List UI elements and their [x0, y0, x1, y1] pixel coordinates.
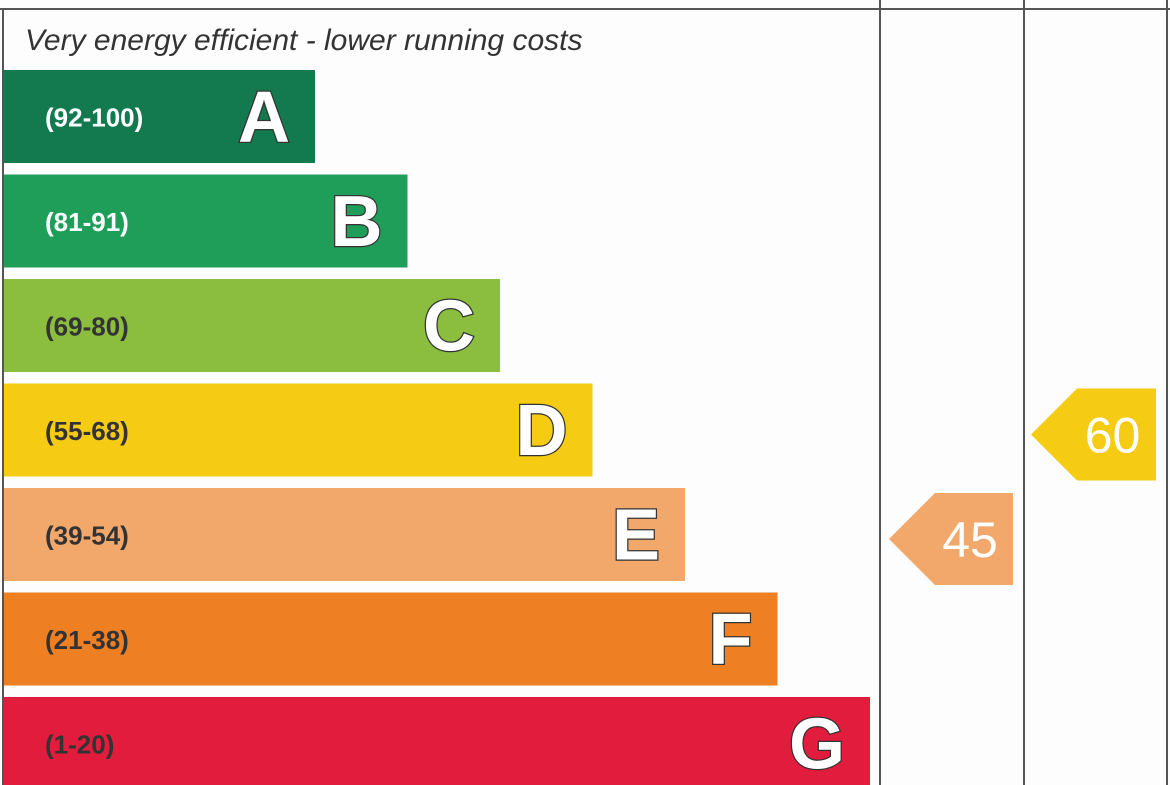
band-e-range: (39-54): [45, 521, 129, 551]
bands: (92-100) A (81-91) B (69-80) C (55-68) D (39-54)…: [4, 70, 870, 785]
rating-current-value: 45: [942, 512, 998, 568]
band-g-range: (1-20): [45, 730, 114, 760]
band-g: (1-20) G: [4, 697, 870, 785]
rating-potential-value: 60: [1085, 408, 1141, 464]
rating-potential: 60: [1031, 388, 1156, 481]
band-e: (39-54) E: [4, 488, 685, 581]
band-e-bar: [4, 488, 685, 581]
band-b-letter: B: [331, 182, 383, 262]
band-a: (92-100) A: [4, 70, 315, 163]
band-d-range: (55-68): [45, 416, 129, 446]
band-b-bar: [4, 174, 408, 268]
band-c-range: (69-80): [45, 312, 129, 342]
rating-current: 45: [889, 493, 1013, 585]
chart-header: Very energy efficient - lower running co…: [25, 24, 582, 57]
band-a-bar: [4, 70, 315, 163]
band-c: (69-80) C: [4, 279, 500, 372]
band-c-bar: [4, 279, 500, 372]
band-f-bar: [4, 592, 778, 686]
band-d-bar: [4, 383, 593, 477]
band-g-bar: [4, 697, 870, 785]
band-f: (21-38) F: [4, 592, 778, 686]
band-f-range: (21-38): [45, 625, 129, 655]
band-c-letter: C: [423, 287, 475, 367]
band-b: (81-91) B: [4, 174, 408, 268]
band-b-range: (81-91): [45, 207, 129, 237]
band-a-range: (92-100): [45, 103, 143, 133]
band-e-letter: E: [612, 496, 660, 576]
band-d-letter: D: [516, 391, 568, 471]
band-a-letter: A: [238, 78, 290, 158]
band-g-letter: G: [789, 705, 845, 785]
ratings: 45 60: [889, 388, 1156, 585]
rating-current-arrow: [889, 493, 1013, 585]
rating-potential-arrow: [1031, 388, 1156, 481]
band-d: (55-68) D: [4, 383, 593, 477]
band-f-letter: F: [709, 600, 753, 680]
